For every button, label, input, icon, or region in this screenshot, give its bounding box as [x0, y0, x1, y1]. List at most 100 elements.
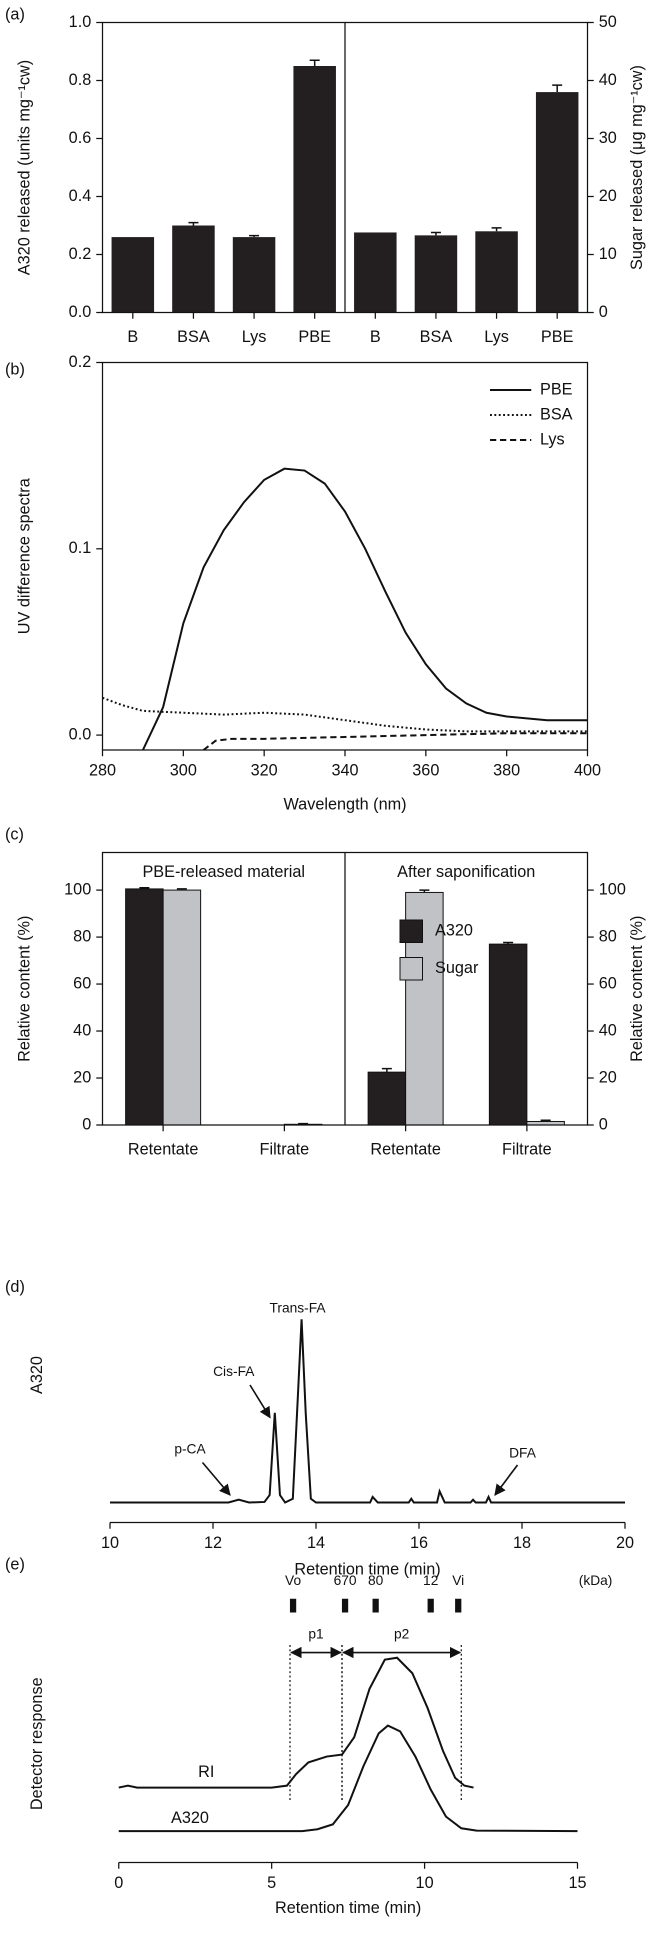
axis-label: A320	[28, 1356, 46, 1394]
category-label: B	[127, 328, 138, 346]
tick-label: 0.1	[69, 539, 92, 557]
series-label: A320	[171, 1809, 209, 1827]
tick-label: 40	[73, 1021, 91, 1039]
axis-label: Retention time (min)	[275, 1899, 421, 1917]
tick-label: 0.0	[69, 303, 92, 321]
tick-label: 18	[513, 1534, 531, 1552]
tick-label: 320	[251, 762, 278, 780]
data-line	[118, 1656, 474, 1789]
tick-label: 400	[574, 762, 601, 780]
section-title: PBE-released material	[142, 863, 305, 881]
section-title: After saponification	[397, 863, 535, 881]
bar	[293, 66, 336, 313]
error-bar	[430, 231, 441, 236]
tick-label: 100	[599, 880, 626, 898]
tick-label: 0.2	[69, 353, 92, 371]
tick-label: 0	[599, 303, 608, 321]
category-label: PBE	[298, 328, 331, 346]
bar	[488, 943, 528, 1126]
category-label: BSA	[420, 328, 453, 346]
tick-label: 0.4	[69, 187, 92, 205]
tick-label: 0.8	[69, 71, 92, 89]
tick-label: 360	[412, 762, 439, 780]
annotation-arrow	[249, 1384, 271, 1419]
tick-label: 20	[599, 187, 617, 205]
error-bar	[419, 889, 430, 893]
bar	[475, 231, 518, 313]
axis-label: Wavelength (nm)	[283, 795, 406, 813]
legend-label: BSA	[540, 405, 573, 423]
tick-label: 10	[599, 245, 617, 263]
error-bar	[552, 84, 563, 93]
plot-frame	[101, 21, 589, 314]
bar	[172, 225, 215, 313]
category-label: B	[370, 328, 381, 346]
tick-label: 0.2	[69, 245, 92, 263]
bar	[535, 92, 579, 313]
data-line	[110, 1319, 625, 1504]
bar	[232, 237, 276, 313]
tick-label: 5	[267, 1874, 276, 1892]
tick-label: 80	[599, 927, 617, 945]
legend-swatch	[399, 957, 423, 981]
legend-label: Sugar	[435, 959, 479, 977]
error-bar	[381, 1067, 392, 1073]
size-marker	[427, 1598, 434, 1613]
legend-label: PBE	[540, 380, 573, 398]
category-label: Filtrate	[260, 1140, 310, 1158]
legend-label: Lys	[540, 430, 565, 448]
tick-label: 0	[599, 1115, 608, 1133]
marker-label: 670	[334, 1573, 357, 1588]
axis-label: Detector response	[28, 1677, 46, 1810]
size-marker	[341, 1598, 349, 1613]
tick-label: 80	[73, 927, 91, 945]
tick-label: 40	[599, 1021, 617, 1039]
axis-label: Relative content (%)	[628, 916, 646, 1062]
bar	[367, 1071, 407, 1126]
panel-label: (a)	[5, 5, 25, 23]
marker-label: 12	[423, 1573, 438, 1588]
tick-label: 380	[493, 762, 520, 780]
legend-label: A320	[435, 922, 473, 940]
data-line	[118, 1724, 578, 1833]
error-bar	[503, 941, 514, 945]
axis-label: Sugar released (μg mg⁻¹cw)	[628, 65, 646, 270]
plot-frame	[101, 361, 589, 751]
figure-content: (a) B BSA Lys PBE B BSA Lys PBE 0.0 0.2 0.4 0.6 0.8 1.…	[5, 5, 646, 1917]
panel-label: (e)	[5, 1555, 25, 1573]
data-line	[142, 467, 588, 750]
category-label: Lys	[484, 328, 509, 346]
panel-label: (c)	[5, 825, 24, 843]
error-bar	[176, 888, 187, 891]
tick-label: 20	[616, 1534, 634, 1552]
tick-label: 340	[331, 762, 358, 780]
annotation: p-CA	[174, 1442, 206, 1457]
size-marker	[372, 1598, 379, 1613]
tick-label: 0.0	[69, 725, 92, 743]
tick-label: 40	[599, 71, 617, 89]
tick-label: 280	[89, 762, 116, 780]
category-label: Filtrate	[502, 1140, 552, 1158]
annotation-arrow	[494, 1464, 519, 1496]
bar	[162, 889, 202, 1126]
panel-label: (b)	[5, 360, 25, 378]
series-label: RI	[198, 1763, 214, 1781]
tick-label: 0	[82, 1115, 91, 1133]
marker-label: Vi	[452, 1573, 464, 1588]
data-line	[202, 732, 588, 750]
tick-label: 60	[73, 974, 91, 992]
tick-label: 20	[599, 1068, 617, 1086]
axis-label: A320 released (units mg⁻¹cw)	[15, 60, 33, 275]
marker-label: 80	[368, 1573, 384, 1588]
error-bar	[249, 234, 260, 238]
size-marker	[289, 1598, 297, 1613]
tick-label: 10	[101, 1534, 119, 1552]
fraction-label: p2	[394, 1627, 409, 1642]
tick-label: 16	[410, 1534, 428, 1552]
marker-unit: (kDa)	[579, 1573, 613, 1588]
annotation: Trans-FA	[269, 1300, 326, 1315]
data-line	[102, 696, 588, 733]
bar	[125, 888, 164, 1126]
tick-label: 14	[307, 1534, 325, 1552]
error-bar	[491, 227, 502, 232]
